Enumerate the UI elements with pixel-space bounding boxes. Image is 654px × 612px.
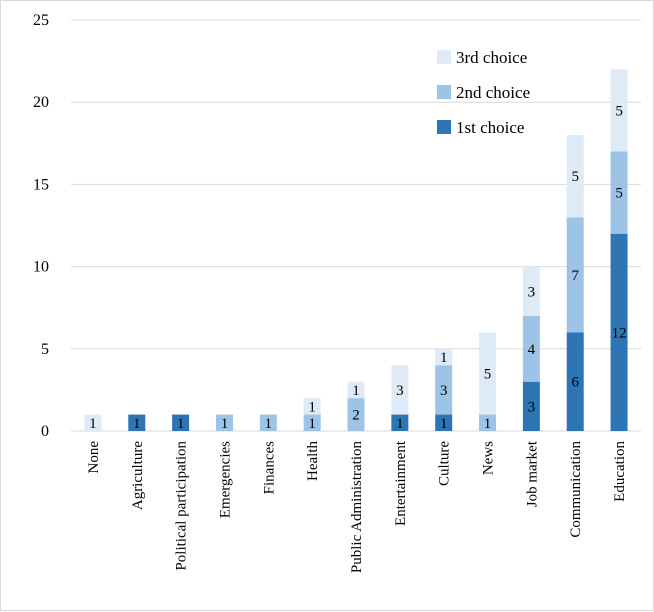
x-tick-label: Finances [261,441,277,494]
data-label: 3 [396,383,404,399]
data-label: 1 [133,416,141,432]
y-axis-ticks: 0 5 10 15 20 25 [33,12,49,440]
x-tick-label: Communication [568,441,584,538]
legend-swatch [437,120,451,134]
data-label: 5 [484,366,492,382]
x-tick-label: Political participation [174,441,190,571]
data-label: 1 [440,350,448,366]
data-label: 1 [484,416,492,432]
data-label: 12 [612,325,627,341]
x-tick-label: Culture [437,441,453,486]
data-label: 1 [221,416,229,432]
legend-label: 3rd choice [456,48,527,67]
x-tick-label: Health [305,441,321,481]
x-tick-label: None [86,441,102,474]
data-label: 1 [177,416,185,432]
data-label: 1 [308,399,316,415]
data-label: 3 [528,399,536,415]
legend: 3rd choice 2nd choice 1st choice [437,48,530,137]
data-label: 1 [308,416,316,432]
legend-label: 1st choice [456,118,524,137]
data-label: 7 [571,268,579,284]
y-tick-label: 5 [41,341,49,358]
x-tick-label: Agriculture [130,441,146,510]
y-tick-label: 20 [33,94,49,111]
data-label: 4 [528,342,536,358]
y-tick-label: 10 [33,259,49,276]
data-label: 5 [571,169,579,185]
x-tick-label: Emergencies [217,441,233,518]
data-label: 2 [352,408,360,424]
bars [84,69,627,431]
gridlines [71,20,641,431]
x-tick-label: Entertainment [393,440,409,526]
legend-label: 2nd choice [456,83,530,102]
data-label: 1 [396,416,404,432]
data-label: 3 [528,284,536,300]
y-tick-label: 0 [41,423,49,440]
data-label: 1 [440,416,448,432]
x-tick-label: Education [612,441,628,502]
data-label: 3 [440,383,448,399]
data-label: 1 [89,416,97,432]
data-label: 6 [571,375,579,391]
x-tick-label: Job market [524,440,540,507]
data-label: 1 [352,383,360,399]
data-label: 5 [615,103,623,119]
x-tick-label: Public Administration [349,441,365,574]
y-tick-label: 25 [33,12,49,29]
data-label: 1 [265,416,273,432]
data-label: 5 [615,186,623,202]
x-tick-label: News [481,441,497,475]
x-axis-ticks: None Agriculture Political participation Em… [86,440,628,573]
legend-swatch [437,50,451,64]
legend-swatch [437,85,451,99]
y-tick-label: 15 [33,176,49,193]
